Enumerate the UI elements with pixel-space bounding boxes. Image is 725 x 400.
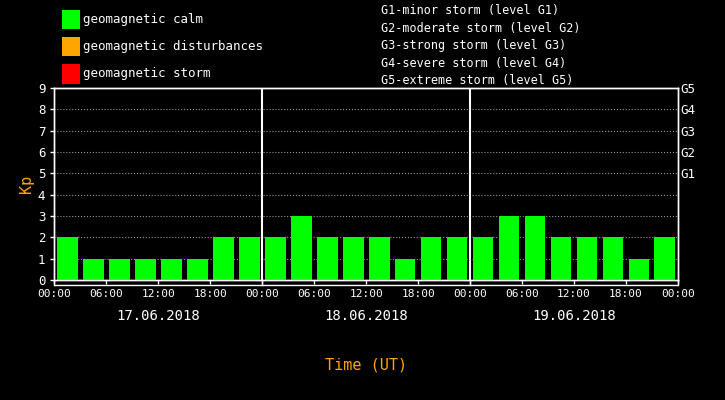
Bar (213, 237, 233, 280)
Bar (655, 237, 675, 280)
Text: 19.06.2018: 19.06.2018 (532, 309, 616, 323)
Bar (62, 37, 80, 56)
Y-axis label: Kp: Kp (19, 175, 33, 193)
Bar (239, 237, 260, 280)
Bar (394, 259, 415, 280)
Bar (499, 216, 519, 280)
Text: geomagnetic calm: geomagnetic calm (83, 13, 204, 26)
Bar (62, 64, 80, 84)
Bar (629, 259, 650, 280)
Bar (550, 237, 571, 280)
Bar (369, 237, 389, 280)
Text: 18.06.2018: 18.06.2018 (324, 309, 408, 323)
Bar (576, 237, 597, 280)
Bar (62, 10, 80, 29)
Text: G2-moderate storm (level G2): G2-moderate storm (level G2) (381, 22, 580, 35)
Bar (265, 237, 286, 280)
Text: G3-strong storm (level G3): G3-strong storm (level G3) (381, 39, 566, 52)
Text: geomagnetic disturbances: geomagnetic disturbances (83, 40, 263, 53)
Bar (57, 237, 78, 280)
Text: G4-severe storm (level G4): G4-severe storm (level G4) (381, 57, 566, 70)
Text: G1-minor storm (level G1): G1-minor storm (level G1) (381, 4, 559, 17)
Bar (187, 259, 207, 280)
Bar (473, 237, 494, 280)
Bar (602, 237, 624, 280)
Bar (447, 237, 468, 280)
Bar (109, 259, 130, 280)
Bar (525, 216, 545, 280)
Bar (317, 237, 338, 280)
Text: geomagnetic storm: geomagnetic storm (83, 68, 211, 80)
Text: Time (UT): Time (UT) (325, 358, 407, 372)
Bar (161, 259, 182, 280)
Bar (83, 259, 104, 280)
Bar (135, 259, 156, 280)
Bar (291, 216, 312, 280)
Bar (420, 237, 442, 280)
Text: G5-extreme storm (level G5): G5-extreme storm (level G5) (381, 74, 573, 88)
Text: 17.06.2018: 17.06.2018 (117, 309, 200, 323)
Bar (343, 237, 363, 280)
